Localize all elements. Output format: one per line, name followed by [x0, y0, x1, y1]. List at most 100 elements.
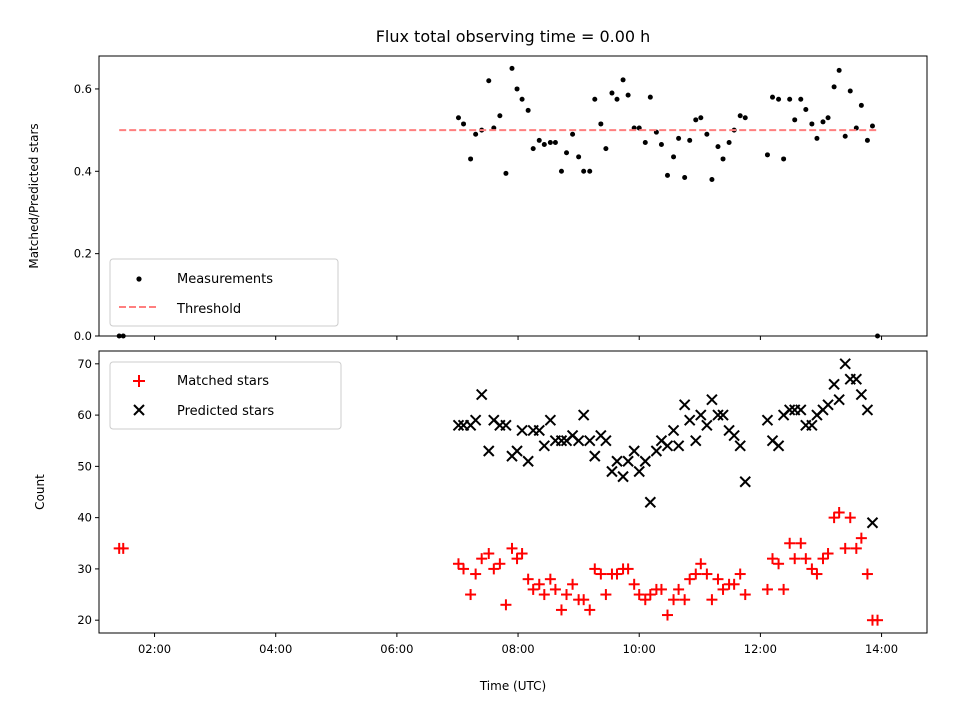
measurement-point [509, 65, 515, 71]
measurement-point [564, 150, 570, 156]
x-tick-label: 08:00 [501, 642, 534, 656]
predicted-stars-point [850, 373, 863, 385]
predicted-stars-point [650, 445, 663, 457]
measurement-point [842, 133, 848, 139]
predicted-stars-point [622, 455, 634, 467]
predicted-stars-point [469, 414, 482, 426]
predicted-stars-point [728, 429, 740, 442]
matched-stars-point [578, 594, 590, 606]
x-tick-label: 12:00 [744, 642, 777, 656]
predicted-stars-point [516, 424, 528, 437]
predicted-stars-point [475, 388, 488, 401]
measurement-point [642, 139, 648, 145]
x-tick-label: 04:00 [259, 642, 292, 656]
y-tick-label: 70 [77, 357, 92, 371]
matched-stars-point [589, 563, 601, 575]
matched-stars-point [661, 609, 673, 621]
matched-stars-point [811, 568, 823, 580]
legend-label-measurements: Measurements [177, 272, 273, 287]
matched-stars-point [544, 573, 556, 585]
measurement-point [497, 113, 503, 119]
predicted-stars-point [861, 404, 874, 416]
matched-stars-point [527, 583, 539, 595]
measurement-point [581, 168, 587, 174]
matched-stars-point [538, 589, 550, 601]
measurement-point [671, 154, 677, 160]
matched-stars-point [872, 614, 884, 626]
measurement-point [814, 135, 820, 141]
matched-stars-point [701, 568, 713, 580]
matched-stars-point [117, 542, 129, 554]
y-tick-label: 40 [77, 511, 92, 525]
matched-stars-point [728, 578, 740, 590]
predicted-stars-point [555, 435, 568, 447]
measurement-point [781, 156, 787, 162]
predicted-stars-point [866, 517, 879, 529]
matched-stars-point [488, 563, 500, 575]
matched-stars-point [739, 589, 751, 601]
measurement-point [720, 156, 726, 162]
measurement-point [825, 115, 831, 121]
matched-stars-point [844, 512, 856, 524]
measurement-point [858, 102, 864, 108]
measurement-point [864, 137, 870, 143]
measurement-point [625, 92, 631, 98]
matched-stars-point [861, 568, 873, 580]
measurement-point [536, 137, 542, 143]
matched-stars-point [452, 558, 464, 570]
count-plot-frame [98, 350, 928, 634]
predicted-stars-point [452, 419, 465, 432]
count-legend: Matched stars Predicted stars [109, 361, 342, 430]
matched-stars-point [767, 553, 779, 565]
matched-stars-point [761, 583, 773, 595]
predicted-stars-point [772, 440, 785, 452]
measurement-point [847, 88, 853, 94]
predicted-stars-point [855, 388, 868, 401]
measurement-point [541, 142, 547, 148]
matched-stars-point [684, 573, 696, 585]
predicted-stars-point [500, 419, 512, 432]
measurement-point [676, 135, 682, 141]
measurement-point [614, 96, 620, 102]
legend-marker-measurements [136, 276, 142, 282]
legend-marker-predicted [133, 404, 145, 416]
matched-stars-point [465, 589, 477, 601]
matched-stars-point [817, 553, 829, 565]
predicted-stars-point [822, 399, 834, 411]
x-tick-label: 06:00 [380, 642, 413, 656]
matched-stars-point [611, 568, 623, 580]
predicted-stars-point [522, 455, 534, 467]
y-axis-label-count: Count [33, 474, 47, 510]
x-tick-label: 02:00 [138, 642, 171, 656]
y-tick-label: 60 [77, 408, 92, 422]
ratio-panel: Flux total observing time = 0.00 h Match… [27, 27, 928, 343]
predicted-stars-point [538, 440, 551, 452]
predicted-stars-point [584, 435, 596, 447]
matched-stars-point [595, 568, 607, 580]
measurement-point [709, 177, 715, 183]
matched-stars-point [828, 512, 840, 524]
matched-stars-point [600, 589, 612, 601]
matched-stars-point [855, 532, 867, 544]
measurement-point [592, 96, 598, 102]
matched-stars-point [839, 542, 851, 554]
measurement-point [704, 131, 710, 137]
matched-stars-point [516, 548, 528, 560]
matched-stars-point [555, 604, 567, 616]
measurement-point [519, 96, 525, 102]
measurement-point [461, 121, 467, 127]
measurement-point [486, 78, 492, 84]
matched-stars-point [483, 548, 495, 560]
matched-stars-point [773, 558, 785, 570]
predicted-stars-point [678, 399, 691, 411]
y-tick-label: 0.4 [74, 164, 92, 178]
y-tick-label: 20 [77, 613, 92, 627]
matched-stars-point [717, 583, 729, 595]
matched-stars-point [679, 594, 691, 606]
x-axis-label: Time (UTC) [479, 679, 546, 693]
measurement-point [503, 170, 509, 176]
matched-stars-point [734, 568, 746, 580]
measurement-point [603, 146, 609, 152]
